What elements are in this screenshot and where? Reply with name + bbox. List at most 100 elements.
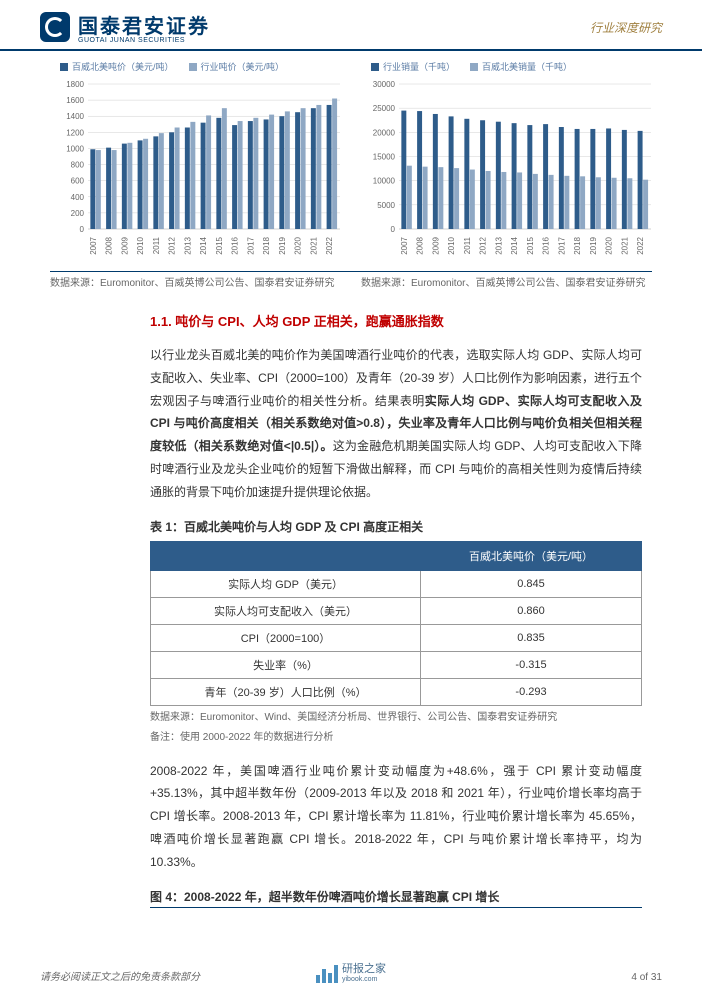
legend-item: 百威北美吨价（美元/吨） [60, 60, 174, 73]
svg-text:2020: 2020 [294, 236, 303, 254]
legend-swatch [470, 63, 478, 71]
svg-text:2012: 2012 [479, 236, 488, 254]
svg-text:2019: 2019 [589, 236, 598, 254]
legend-item: 百威北美销量（千吨） [470, 60, 572, 73]
svg-text:30000: 30000 [373, 80, 396, 89]
svg-text:20000: 20000 [373, 128, 396, 137]
svg-text:2012: 2012 [168, 236, 177, 254]
legend-label: 百威北美吨价（美元/吨） [72, 60, 174, 73]
svg-text:2010: 2010 [447, 236, 456, 254]
svg-text:5000: 5000 [377, 201, 395, 210]
brand-name-cn: 国泰君安证券 [78, 10, 210, 39]
svg-text:2014: 2014 [199, 236, 208, 254]
legend-swatch [371, 63, 379, 71]
table1-note: 备注：使用 2000-2022 年的数据进行分析 [150, 730, 642, 746]
legend-label: 行业销量（千吨） [383, 60, 455, 73]
svg-text:2017: 2017 [557, 236, 566, 254]
svg-text:2021: 2021 [309, 236, 318, 254]
section-title: 1.1. 吨价与 CPI、人均 GDP 正相关，跑赢通胀指数 [150, 311, 642, 330]
paragraph-1: 以行业龙头百威北美的吨价作为美国啤酒行业吨价的代表，选取实际人均 GDP、实际人… [150, 344, 642, 504]
svg-text:2013: 2013 [494, 236, 503, 254]
footer-watermark-logo: 研报之家 yibook.com [316, 960, 386, 983]
table-row: 青年（20-39 岁）人口比例（%）-0.293 [151, 678, 642, 705]
svg-text:2020: 2020 [605, 236, 614, 254]
svg-text:2018: 2018 [573, 236, 582, 254]
svg-text:10000: 10000 [373, 177, 396, 186]
page-number: 4 of 31 [631, 972, 662, 983]
chart-sources-row: 数据来源：Euromonitor、百威英博公司公告、国泰君安证券研究 数据来源：… [0, 272, 702, 291]
table-cell-value: 0.860 [421, 597, 642, 624]
table-row: CPI（2000=100）0.835 [151, 624, 642, 651]
page-header: 国泰君安证券 GUOTAI JUNAN SECURITIES 行业深度研究 [0, 0, 702, 51]
footer-logo-main: 研报之家 [342, 960, 386, 976]
svg-text:2015: 2015 [526, 236, 535, 254]
footer-disclaimer: 请务必阅读正文之后的免责条款部分 [40, 968, 200, 983]
main-content: 1.1. 吨价与 CPI、人均 GDP 正相关，跑赢通胀指数 以行业龙头百威北美… [0, 291, 702, 908]
svg-text:200: 200 [71, 209, 85, 218]
svg-text:2011: 2011 [463, 236, 472, 254]
table-row: 实际人均可支配收入（美元）0.860 [151, 597, 642, 624]
legend-label: 行业吨价（美元/吨） [201, 60, 285, 73]
svg-text:800: 800 [71, 161, 85, 170]
table-cell-label: 青年（20-39 岁）人口比例（%） [151, 678, 421, 705]
svg-text:2021: 2021 [620, 236, 629, 254]
legend-swatch [60, 63, 68, 71]
chart-left: 百威北美吨价（美元/吨） 行业吨价（美元/吨） 0200400600800100… [50, 56, 351, 269]
svg-text:2015: 2015 [215, 236, 224, 254]
svg-text:2010: 2010 [136, 236, 145, 254]
chart-left-svg: 0200400600800100012001400160018002007200… [50, 79, 345, 269]
chart-right: 行业销量（千吨） 百威北美销量（千吨） 0 5000 10000 15000 20000… [361, 56, 662, 269]
svg-text:400: 400 [71, 193, 85, 202]
svg-text:1000: 1000 [66, 144, 84, 153]
svg-text:2019: 2019 [278, 236, 287, 254]
chart-left-legend: 百威北美吨价（美元/吨） 行业吨价（美元/吨） [50, 56, 351, 79]
chart-right-legend: 行业销量（千吨） 百威北美销量（千吨） [361, 56, 662, 79]
svg-text:2018: 2018 [262, 236, 271, 254]
page-footer: 请务必阅读正文之后的免责条款部分 研报之家 yibook.com 4 of 31 [0, 968, 702, 983]
svg-text:2009: 2009 [120, 236, 129, 254]
svg-text:2017: 2017 [246, 236, 255, 254]
svg-text:15000: 15000 [373, 153, 396, 162]
table-row: 失业率（%）-0.315 [151, 651, 642, 678]
svg-text:1600: 1600 [66, 96, 84, 105]
brand-block: 国泰君安证券 GUOTAI JUNAN SECURITIES [78, 10, 210, 44]
chart-right-svg: 0 5000 10000 15000 20000 25000 30000 2007 2008 20… [361, 79, 656, 269]
fig4-title: 图 4：2008-2022 年，超半数年份啤酒吨价增长显著跑赢 CPI 增长 [150, 888, 642, 908]
table-cell-value: 0.835 [421, 624, 642, 651]
svg-text:1800: 1800 [66, 80, 84, 89]
table-cell-label: 实际人均 GDP（美元） [151, 570, 421, 597]
legend-item: 行业吨价（美元/吨） [189, 60, 285, 73]
legend-label: 百威北美销量（千吨） [482, 60, 572, 73]
svg-text:0: 0 [391, 225, 396, 234]
chart-left-source: 数据来源：Euromonitor、百威英博公司公告、国泰君安证券研究 [50, 276, 351, 291]
svg-text:2013: 2013 [183, 236, 192, 254]
svg-text:2016: 2016 [231, 236, 240, 254]
svg-text:2011: 2011 [152, 236, 161, 254]
table-cell-value: -0.315 [421, 651, 642, 678]
table1-source: 数据来源：Euromonitor、Wind、美国经济分析局、世界银行、公司公告、… [150, 710, 642, 726]
svg-text:1200: 1200 [66, 128, 84, 137]
svg-text:1400: 1400 [66, 112, 84, 121]
svg-text:2014: 2014 [510, 236, 519, 254]
bars-icon [316, 965, 338, 983]
svg-text:25000: 25000 [373, 104, 396, 113]
paragraph-2: 2008-2022 年，美国啤酒行业吨价累计变动幅度为+48.6%，强于 CPI… [150, 760, 642, 874]
svg-text:2022: 2022 [636, 236, 645, 254]
chart-right-source: 数据来源：Euromonitor、百威英博公司公告、国泰君安证券研究 [361, 276, 662, 291]
footer-logo-sub: yibook.com [342, 976, 386, 983]
legend-item: 行业销量（千吨） [371, 60, 455, 73]
table-cell-value: 0.845 [421, 570, 642, 597]
table-cell-label: 失业率（%） [151, 651, 421, 678]
legend-swatch [189, 63, 197, 71]
header-category: 行业深度研究 [590, 19, 662, 36]
svg-text:2009: 2009 [431, 236, 440, 254]
svg-text:2007: 2007 [400, 236, 409, 254]
svg-text:2008: 2008 [416, 236, 425, 254]
svg-text:2022: 2022 [325, 236, 334, 254]
svg-text:0: 0 [80, 225, 85, 234]
charts-row: 百威北美吨价（美元/吨） 行业吨价（美元/吨） 0200400600800100… [0, 51, 702, 269]
table-row: 实际人均 GDP（美元）0.845 [151, 570, 642, 597]
table-cell-label: CPI（2000=100） [151, 624, 421, 651]
table-cell-value: -0.293 [421, 678, 642, 705]
table1-title: 表 1：百威北美吨价与人均 GDP 及 CPI 高度正相关 [150, 518, 642, 535]
